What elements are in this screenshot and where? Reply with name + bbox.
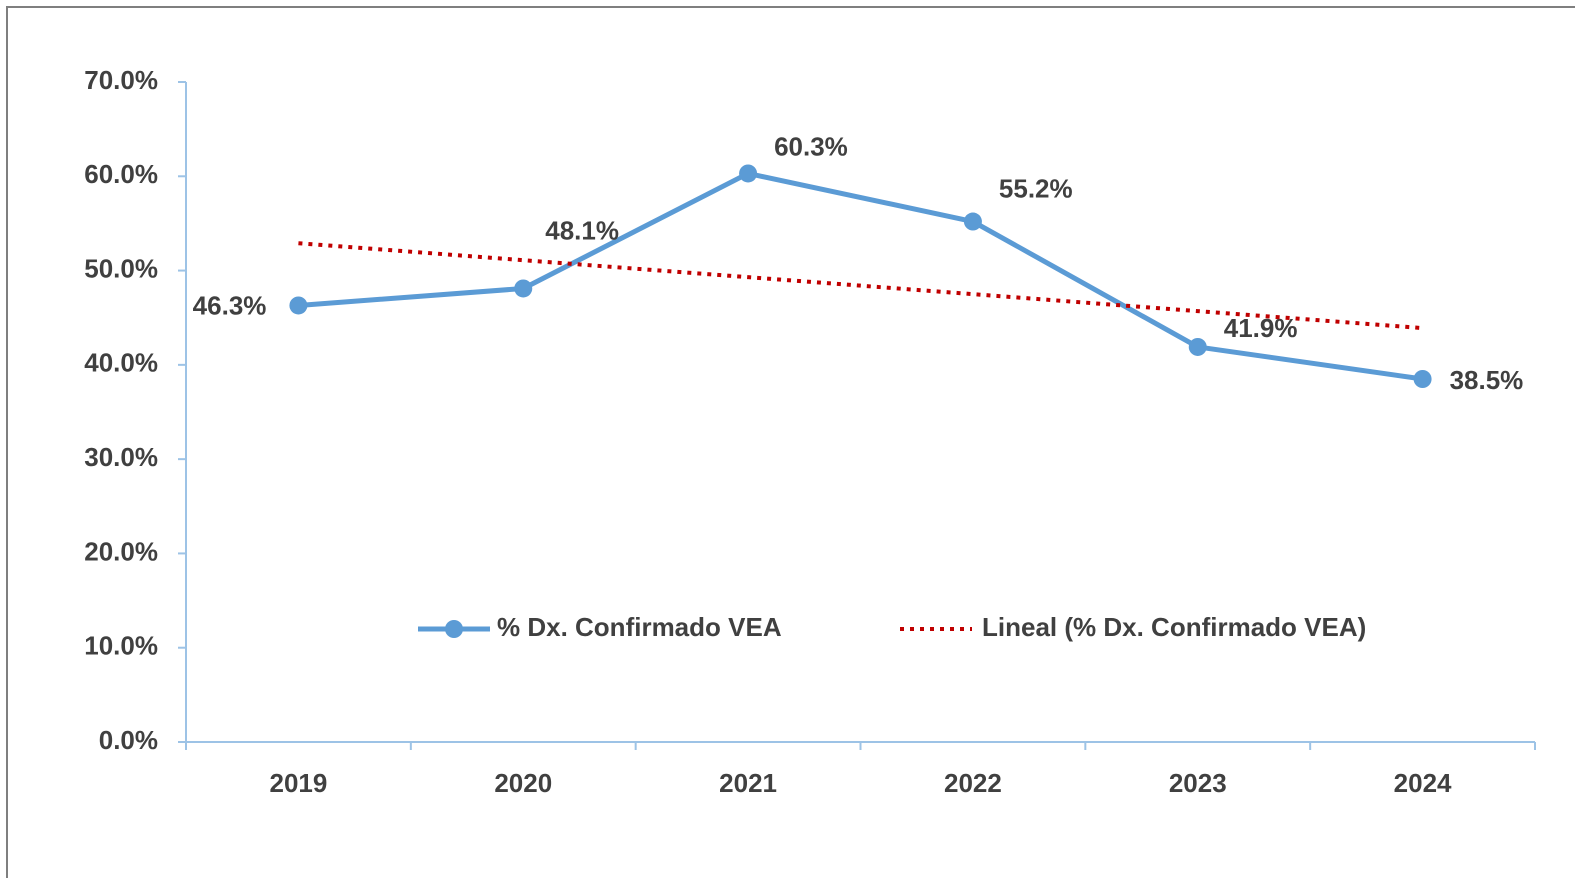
point [514, 279, 533, 298]
data-label: 41.9% [1224, 313, 1298, 343]
point [289, 296, 308, 315]
data-label: 38.5% [1450, 365, 1524, 395]
legend-marker [445, 620, 463, 638]
x-tick-label: 2020 [494, 768, 552, 798]
data-label: 46.3% [193, 290, 267, 320]
y-tick-label: 10.0% [84, 631, 158, 661]
y-tick-label: 20.0% [84, 536, 158, 566]
series-line [298, 170, 1423, 382]
x-tick-label: 2024 [1394, 768, 1452, 798]
chart-frame [6, 6, 1575, 878]
data-label: 60.3% [774, 131, 848, 161]
x-tick-label: 2019 [269, 768, 327, 798]
legend-label: % Dx. Confirmado VEA [497, 612, 782, 642]
point [1188, 337, 1207, 356]
y-tick-label: 70.0% [84, 65, 158, 95]
point [739, 164, 758, 183]
x-tick-label: 2022 [944, 768, 1002, 798]
x-tick-label: 2023 [1169, 768, 1227, 798]
point [1413, 370, 1432, 388]
data-label: 55.2% [999, 173, 1073, 203]
x-tick-label: 2021 [719, 768, 777, 798]
y-tick-label: 50.0% [84, 253, 158, 283]
data-label: 48.1% [545, 215, 619, 245]
y-tick-label: 40.0% [84, 348, 158, 378]
y-tick-label: 0.0% [99, 725, 158, 755]
trend-line [298, 241, 1423, 331]
point [963, 212, 982, 231]
y-tick-label: 30.0% [84, 442, 158, 472]
legend-label: Lineal (% Dx. Confirmado VEA) [982, 612, 1366, 642]
y-tick-label: 60.0% [84, 159, 158, 189]
